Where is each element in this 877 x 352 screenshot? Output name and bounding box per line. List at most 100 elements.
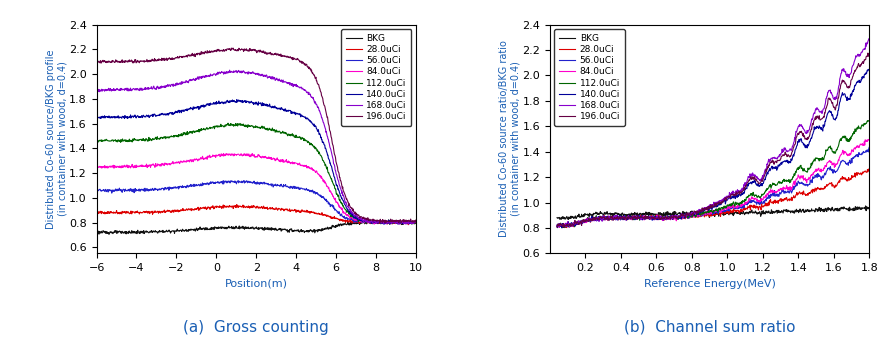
196.0uCi [410,218,421,222]
196.0uCi [639,213,650,217]
196.0uCi [295,59,305,63]
112.0uCi [863,119,873,123]
Line: 140.0uCi: 140.0uCi [556,69,868,228]
84.0uCi [368,222,379,226]
28.0uCi [560,226,571,230]
BKG [295,228,305,233]
56.0uCi [217,178,228,183]
112.0uCi [832,142,843,146]
BKG [111,231,122,235]
Line: 56.0uCi: 56.0uCi [556,147,868,227]
56.0uCi [333,209,344,214]
196.0uCi [756,179,766,183]
Legend: BKG, 28.0uCi, 56.0uCi, 84.0uCi, 112.0uCi, 140.0uCi, 168.0uCi, 196.0uCi: BKG, 28.0uCi, 56.0uCi, 84.0uCi, 112.0uCi… [554,29,624,126]
168.0uCi [410,219,421,224]
84.0uCi [333,205,344,209]
Line: 140.0uCi: 140.0uCi [96,100,416,224]
28.0uCi [403,222,413,227]
168.0uCi [650,217,660,221]
BKG [103,232,114,237]
112.0uCi [91,138,102,142]
BKG [410,220,421,225]
112.0uCi [367,220,377,225]
84.0uCi [862,137,873,142]
168.0uCi [639,214,650,219]
140.0uCi [795,137,805,141]
28.0uCi [551,224,561,228]
196.0uCi [367,218,377,222]
BKG [562,218,573,222]
Line: 112.0uCi: 112.0uCi [556,121,868,227]
168.0uCi [333,182,344,187]
Line: 56.0uCi: 56.0uCi [96,181,416,224]
28.0uCi [756,204,766,208]
56.0uCi [285,184,296,188]
56.0uCi [795,181,805,185]
BKG [367,221,377,225]
112.0uCi [285,134,296,138]
56.0uCi [863,145,873,150]
Line: 196.0uCi: 196.0uCi [556,53,868,228]
168.0uCi [756,174,766,178]
84.0uCi [277,157,288,162]
168.0uCi [628,216,638,220]
140.0uCi [367,219,377,224]
28.0uCi [277,207,288,211]
28.0uCi [232,202,242,207]
168.0uCi [367,220,377,224]
Line: 168.0uCi: 168.0uCi [556,39,868,227]
196.0uCi [861,51,872,55]
112.0uCi [795,164,805,168]
196.0uCi [111,59,121,63]
56.0uCi [111,189,121,193]
28.0uCi [333,218,344,222]
168.0uCi [862,37,873,41]
168.0uCi [551,223,561,227]
Text: (b)  Channel sum ratio: (b) Channel sum ratio [624,320,795,335]
140.0uCi [756,181,766,186]
140.0uCi [295,113,305,117]
84.0uCi [551,224,561,228]
140.0uCi [397,222,408,226]
Line: 28.0uCi: 28.0uCi [556,169,868,228]
BKG [628,212,638,216]
28.0uCi [367,220,377,224]
140.0uCi [232,98,242,102]
84.0uCi [295,163,305,168]
168.0uCi [285,82,296,86]
140.0uCi [285,109,296,113]
112.0uCi [111,138,121,143]
28.0uCi [295,209,305,213]
28.0uCi [91,210,102,215]
140.0uCi [639,214,650,219]
168.0uCi [295,85,305,89]
BKG [383,218,394,222]
BKG [639,212,650,216]
196.0uCi [333,172,344,176]
168.0uCi [225,68,235,72]
140.0uCi [551,224,561,228]
140.0uCi [410,220,421,225]
112.0uCi [628,217,638,221]
56.0uCi [628,217,638,221]
Y-axis label: Distributed Co-60 source ratio/BKG ratio
(in container with wood, d=0.4): Distributed Co-60 source ratio/BKG ratio… [499,40,520,238]
84.0uCi [111,165,121,170]
56.0uCi [378,222,389,226]
Line: 112.0uCi: 112.0uCi [96,123,416,224]
Line: 168.0uCi: 168.0uCi [96,70,416,224]
112.0uCi [639,216,650,221]
Line: 196.0uCi: 196.0uCi [96,48,416,223]
28.0uCi [285,209,296,213]
168.0uCi [393,222,403,226]
112.0uCi [406,222,417,226]
56.0uCi [556,225,567,229]
BKG [859,204,870,208]
112.0uCi [410,221,421,225]
BKG [650,212,660,216]
168.0uCi [832,84,843,88]
84.0uCi [756,197,766,201]
84.0uCi [650,215,660,219]
84.0uCi [410,220,421,224]
112.0uCi [277,131,288,135]
168.0uCi [111,87,121,92]
